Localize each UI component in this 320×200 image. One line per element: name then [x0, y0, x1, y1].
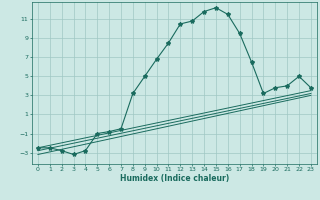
X-axis label: Humidex (Indice chaleur): Humidex (Indice chaleur): [120, 174, 229, 183]
